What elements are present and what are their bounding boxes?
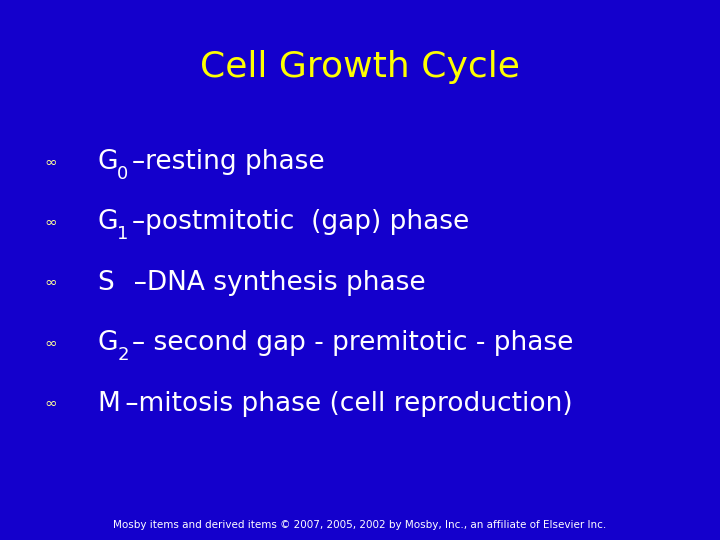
Text: –DNA synthesis phase: –DNA synthesis phase bbox=[117, 270, 426, 296]
Text: Mosby items and derived items © 2007, 2005, 2002 by Mosby, Inc., an affiliate of: Mosby items and derived items © 2007, 20… bbox=[113, 521, 607, 530]
Text: Cell Growth Cycle: Cell Growth Cycle bbox=[200, 51, 520, 84]
Text: ∞: ∞ bbox=[44, 396, 57, 411]
Text: G: G bbox=[97, 149, 117, 175]
Text: ∞: ∞ bbox=[44, 336, 57, 351]
Text: ∞: ∞ bbox=[44, 275, 57, 291]
Text: ∞: ∞ bbox=[44, 154, 57, 170]
Text: 1: 1 bbox=[117, 225, 129, 244]
Text: G: G bbox=[97, 330, 117, 356]
Text: –postmitotic  (gap) phase: –postmitotic (gap) phase bbox=[132, 210, 469, 235]
Text: G: G bbox=[97, 210, 117, 235]
Text: –mitosis phase (cell reproduction): –mitosis phase (cell reproduction) bbox=[117, 391, 573, 417]
Text: ∞: ∞ bbox=[44, 215, 57, 230]
Text: 0: 0 bbox=[117, 165, 129, 183]
Text: 2: 2 bbox=[117, 346, 129, 364]
Text: S: S bbox=[97, 270, 114, 296]
Text: – second gap - premitotic - phase: – second gap - premitotic - phase bbox=[132, 330, 573, 356]
Text: –resting phase: –resting phase bbox=[132, 149, 325, 175]
Text: M: M bbox=[97, 391, 120, 417]
